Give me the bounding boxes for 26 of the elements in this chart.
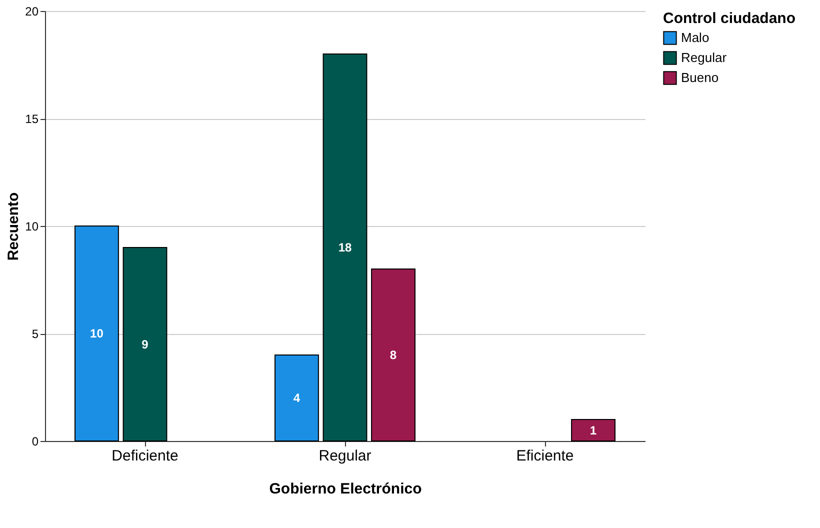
y-tick-label: 15: [25, 112, 39, 126]
data-label: 1: [590, 423, 597, 438]
bar: [122, 247, 168, 442]
data-label: 18: [338, 240, 352, 254]
bar: [571, 419, 616, 442]
legend-label: Malo: [681, 30, 710, 45]
legend-label: Bueno: [681, 70, 719, 85]
data-label: 8: [390, 348, 397, 362]
bar: [74, 226, 119, 442]
data-label: 9: [142, 337, 149, 352]
x-axis-title: Gobierno Electrónico: [269, 480, 422, 498]
data-label: 10: [90, 326, 104, 340]
y-axis-title: Recuento: [5, 192, 22, 261]
x-tick-label: Regular: [318, 448, 372, 464]
bar: [274, 354, 319, 442]
y-tick-label: 20: [25, 4, 39, 18]
x-tick-label: Eficiente: [516, 448, 574, 464]
bar: [322, 54, 368, 442]
bar: [371, 268, 416, 442]
legend-title: Control ciudadano: [663, 10, 796, 27]
x-tick-label: Deficiente: [112, 448, 178, 464]
y-tick-label: 0: [32, 434, 39, 448]
legend-label: Regular: [681, 50, 728, 65]
y-tick-label: 10: [25, 220, 39, 234]
y-tick-label: 5: [32, 327, 39, 341]
data-label: 4: [293, 391, 300, 405]
